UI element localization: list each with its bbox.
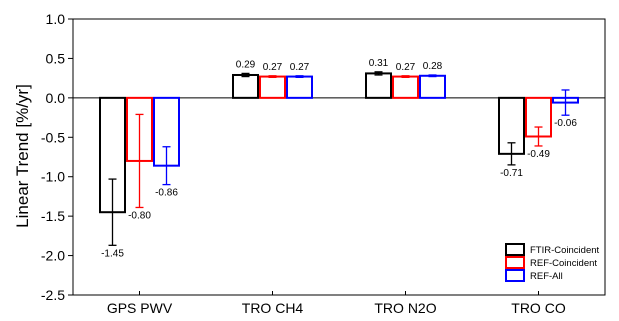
y-tick-label: 1.0 — [46, 11, 66, 27]
y-tick-label: -0.5 — [41, 129, 65, 145]
plot-frame — [72, 18, 606, 296]
bar — [365, 72, 392, 99]
data-label: 0.27 — [290, 62, 310, 73]
category-label: TRO CH4 — [242, 300, 304, 316]
data-label: 0.29 — [236, 59, 256, 70]
data-label: 0.28 — [423, 61, 443, 72]
y-tick-label: -2.5 — [41, 287, 65, 303]
y-axis-title: Linear Trend [%/yr] — [13, 84, 32, 228]
category-label: TRO N2O — [374, 300, 436, 316]
y-tick-label: 0.0 — [46, 90, 66, 106]
legend-label: REF-Coincident — [530, 258, 597, 269]
data-label: -0.49 — [527, 149, 550, 160]
category-label: GPS PWV — [107, 300, 173, 316]
data-label: 0.31 — [369, 58, 389, 69]
legend-swatch — [505, 269, 525, 282]
legend-swatch — [505, 243, 525, 256]
plot-area: 1.0 0.5 0.0 -0.5 -1.0 -1.5 -2.0 -2.5 GPS PWV -1.4… — [41, 11, 605, 316]
legend-swatch — [505, 256, 525, 269]
bar — [392, 75, 419, 99]
y-tick-label: -1.0 — [41, 169, 65, 185]
legend-label: FTIR-Coincident — [530, 245, 600, 256]
bar — [232, 73, 259, 99]
category-label: TRO CO — [511, 300, 566, 316]
data-label: -0.86 — [155, 188, 178, 199]
bar — [286, 75, 313, 99]
y-tick-label: -2.0 — [41, 248, 65, 264]
data-label: 0.27 — [396, 62, 416, 73]
bar — [259, 75, 286, 99]
data-label: -0.06 — [554, 118, 577, 129]
y-tick-label: -1.5 — [41, 208, 65, 224]
legend: FTIR-Coincident REF-Coincident REF-All — [505, 243, 600, 282]
data-label: -0.80 — [128, 210, 151, 221]
data-label: 0.27 — [263, 62, 283, 73]
y-tick-label: 0.5 — [46, 50, 66, 66]
data-label: -0.71 — [500, 168, 523, 179]
bar — [419, 74, 446, 99]
legend-label: REF-All — [530, 271, 563, 282]
data-label: -1.45 — [101, 248, 124, 259]
